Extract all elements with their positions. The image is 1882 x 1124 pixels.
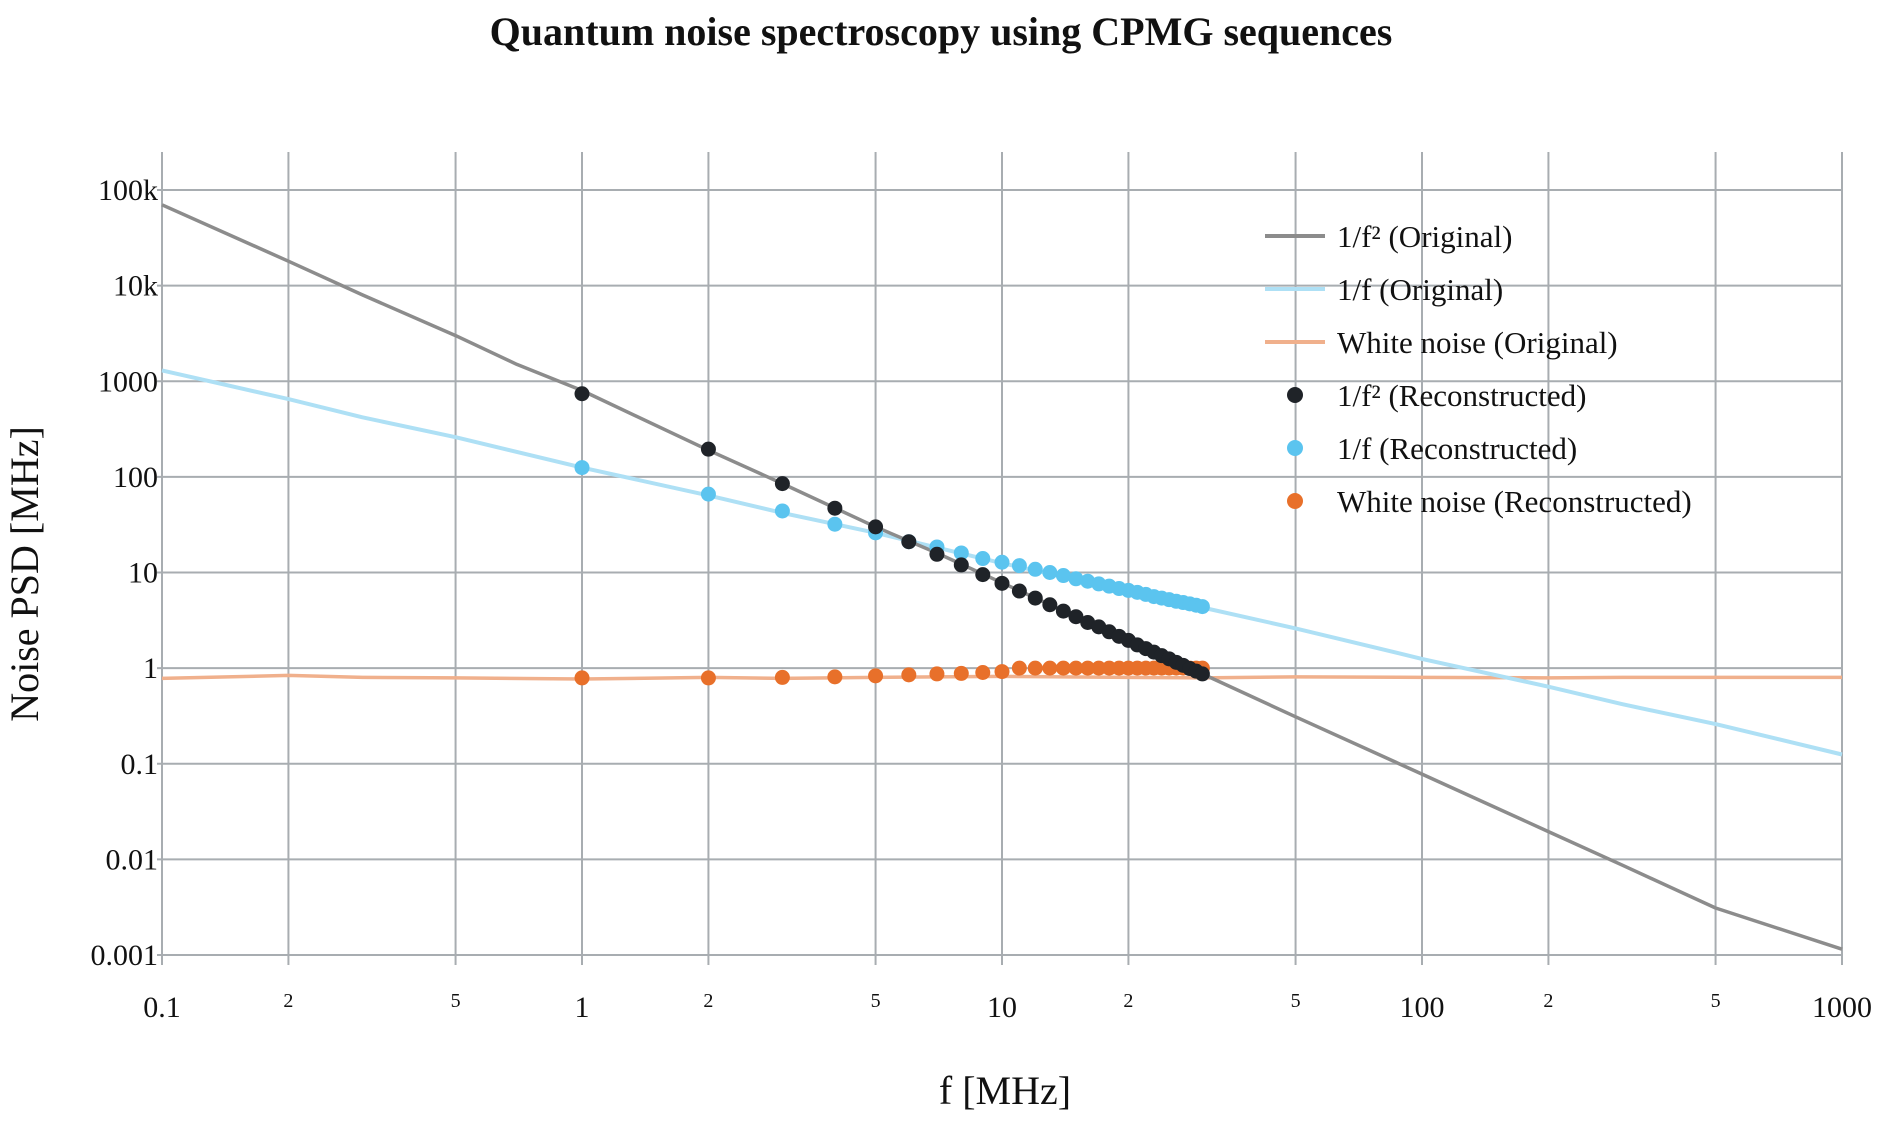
legend-label: 1/f² (Original) xyxy=(1337,219,1512,254)
data-point xyxy=(774,669,790,685)
y-tick-label: 0.01 xyxy=(106,843,159,876)
data-point xyxy=(1011,558,1027,574)
data-point xyxy=(929,546,945,562)
legend-swatch xyxy=(1287,440,1303,456)
data-point xyxy=(1042,597,1058,613)
data-point xyxy=(953,545,969,561)
chart-title: Quantum noise spectroscopy using CPMG se… xyxy=(489,9,1393,54)
data-point xyxy=(827,516,843,532)
data-point xyxy=(1055,603,1071,619)
data-point xyxy=(1068,609,1084,625)
y-tick-label: 100k xyxy=(98,174,158,207)
data-point xyxy=(1194,599,1210,615)
y-tick-label: 100 xyxy=(113,461,158,494)
x-minor-tick-label: 2 xyxy=(283,990,293,1012)
grid xyxy=(157,152,1843,965)
data-point xyxy=(1055,660,1071,676)
x-tick-label: 10 xyxy=(987,991,1017,1024)
data-point xyxy=(774,503,790,519)
x-minor-tick-label: 2 xyxy=(1123,990,1133,1012)
data-point xyxy=(700,670,716,686)
series-layer xyxy=(161,203,1843,951)
data-point xyxy=(975,665,991,681)
data-point xyxy=(1042,565,1058,580)
data-point xyxy=(1068,660,1084,676)
x-tick-label: 1 xyxy=(575,991,590,1024)
data-point xyxy=(1194,666,1210,682)
x-minor-tick-label: 5 xyxy=(1711,990,1721,1012)
x-minor-tick-label: 5 xyxy=(1291,990,1301,1012)
y-axis-ticks: 100k 10k 1000 100 10 1 0.1 0.01 0.001 xyxy=(91,174,159,972)
data-point xyxy=(700,486,716,502)
data-point xyxy=(953,665,969,681)
data-point xyxy=(901,534,917,550)
x-minor-tick-label: 2 xyxy=(1543,990,1553,1012)
data-point xyxy=(1027,561,1043,577)
data-point xyxy=(975,567,991,583)
x-axis-ticks: 0.1 1 10 100 1000 2 5 2 5 2 5 2 5 xyxy=(143,990,1872,1024)
x-axis-title: f [MHz] xyxy=(939,1068,1071,1113)
data-point xyxy=(994,664,1010,680)
data-point xyxy=(700,441,716,457)
x-minor-tick-label: 5 xyxy=(451,990,461,1012)
legend-label: 1/f² (Reconstructed) xyxy=(1337,378,1586,413)
data-point xyxy=(1080,660,1096,676)
x-tick-label: 1000 xyxy=(1812,991,1872,1024)
data-point xyxy=(868,668,884,684)
legend-item[interactable]: 1/f² (Original) xyxy=(1265,219,1512,254)
legend-item[interactable]: White noise (Reconstructed) xyxy=(1287,484,1692,519)
legend-item[interactable]: 1/f² (Reconstructed) xyxy=(1287,378,1586,413)
data-point xyxy=(774,476,790,492)
legend-item[interactable]: 1/f (Original) xyxy=(1265,272,1503,307)
legend-label: 1/f (Original) xyxy=(1337,272,1503,307)
data-point xyxy=(1042,660,1058,676)
data-point xyxy=(574,670,590,686)
y-tick-label: 0.1 xyxy=(121,748,159,781)
data-point xyxy=(1055,568,1071,584)
data-point xyxy=(574,386,590,402)
data-point xyxy=(953,557,969,573)
data-point xyxy=(827,669,843,685)
data-point xyxy=(827,500,843,516)
legend-swatch xyxy=(1287,493,1303,509)
data-point xyxy=(975,551,991,567)
legend-swatch xyxy=(1287,387,1303,403)
data-point xyxy=(901,667,917,683)
data-point xyxy=(1027,660,1043,676)
legend[interactable]: 1/f² (Original) 1/f (Original) White noise… xyxy=(1265,219,1692,519)
y-tick-label: 10k xyxy=(113,270,158,303)
data-point xyxy=(868,519,884,535)
legend-label: White noise (Original) xyxy=(1337,325,1618,360)
data-point xyxy=(1011,660,1027,676)
y-axis-title: Noise PSD [MHz] xyxy=(2,426,47,722)
legend-item[interactable]: 1/f (Reconstructed) xyxy=(1287,431,1577,466)
x-tick-label: 100 xyxy=(1400,991,1445,1024)
x-minor-tick-label: 2 xyxy=(703,990,713,1012)
x-minor-tick-label: 5 xyxy=(871,990,881,1012)
y-tick-label: 1000 xyxy=(98,365,158,398)
legend-label: 1/f (Reconstructed) xyxy=(1337,431,1577,466)
data-point xyxy=(1068,571,1084,587)
legend-label: White noise (Reconstructed) xyxy=(1337,484,1692,519)
legend-item[interactable]: White noise (Original) xyxy=(1265,325,1618,360)
x-tick-label: 0.1 xyxy=(143,991,181,1024)
data-point xyxy=(994,554,1010,570)
data-point xyxy=(574,460,590,476)
data-point xyxy=(1091,660,1107,676)
y-tick-label: 0.001 xyxy=(91,939,159,972)
data-point xyxy=(1027,590,1043,606)
y-tick-label: 1 xyxy=(143,652,158,685)
data-point xyxy=(1011,583,1027,599)
data-point xyxy=(929,666,945,682)
y-tick-label: 10 xyxy=(128,557,158,590)
data-point xyxy=(994,575,1010,591)
